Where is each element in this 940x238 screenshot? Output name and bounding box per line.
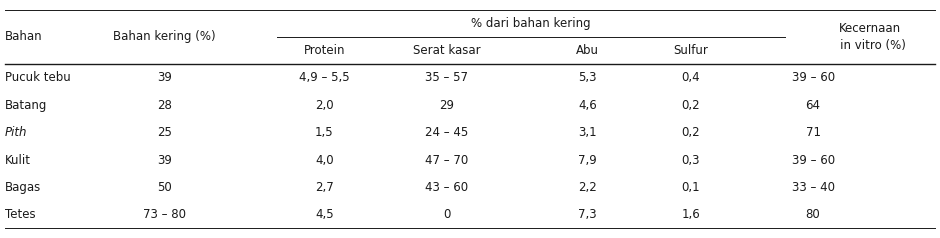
Text: 80: 80 — [806, 208, 821, 221]
Text: Pith: Pith — [5, 126, 27, 139]
Text: 4,9 – 5,5: 4,9 – 5,5 — [299, 71, 350, 84]
Text: 28: 28 — [157, 99, 172, 112]
Text: 0,2: 0,2 — [682, 99, 700, 112]
Text: Tetes: Tetes — [5, 208, 36, 221]
Text: 2,2: 2,2 — [578, 181, 597, 194]
Text: Abu: Abu — [576, 44, 599, 57]
Text: Kecernaan
   in vitro (%): Kecernaan in vitro (%) — [833, 22, 906, 52]
Text: % dari bahan kering: % dari bahan kering — [471, 17, 591, 30]
Text: Bagas: Bagas — [5, 181, 41, 194]
Text: 1,5: 1,5 — [315, 126, 334, 139]
Text: 24 – 45: 24 – 45 — [425, 126, 468, 139]
Text: Batang: Batang — [5, 99, 47, 112]
Text: 29: 29 — [439, 99, 454, 112]
Text: 43 – 60: 43 – 60 — [425, 181, 468, 194]
Text: 73 – 80: 73 – 80 — [143, 208, 186, 221]
Text: 64: 64 — [806, 99, 821, 112]
Text: 25: 25 — [157, 126, 172, 139]
Text: 5,3: 5,3 — [578, 71, 597, 84]
Text: 33 – 40: 33 – 40 — [791, 181, 835, 194]
Text: 7,3: 7,3 — [578, 208, 597, 221]
Text: Kulit: Kulit — [5, 154, 31, 167]
Text: 2,7: 2,7 — [315, 181, 334, 194]
Text: 47 – 70: 47 – 70 — [425, 154, 468, 167]
Text: 1,6: 1,6 — [682, 208, 700, 221]
Text: 35 – 57: 35 – 57 — [425, 71, 468, 84]
Text: 50: 50 — [157, 181, 172, 194]
Text: 7,9: 7,9 — [578, 154, 597, 167]
Text: 0,3: 0,3 — [682, 154, 700, 167]
Text: 71: 71 — [806, 126, 821, 139]
Text: Pucuk tebu: Pucuk tebu — [5, 71, 70, 84]
Text: Protein: Protein — [304, 44, 345, 57]
Text: 39: 39 — [157, 154, 172, 167]
Text: Bahan: Bahan — [5, 30, 42, 43]
Text: 0,1: 0,1 — [682, 181, 700, 194]
Text: 39: 39 — [157, 71, 172, 84]
Text: 4,5: 4,5 — [315, 208, 334, 221]
Text: 39 – 60: 39 – 60 — [791, 71, 835, 84]
Text: 3,1: 3,1 — [578, 126, 597, 139]
Text: 0,4: 0,4 — [682, 71, 700, 84]
Text: 2,0: 2,0 — [315, 99, 334, 112]
Text: 0,2: 0,2 — [682, 126, 700, 139]
Text: Bahan kering (%): Bahan kering (%) — [113, 30, 216, 43]
Text: Sulfur: Sulfur — [673, 44, 709, 57]
Text: 4,0: 4,0 — [315, 154, 334, 167]
Text: 4,6: 4,6 — [578, 99, 597, 112]
Text: Serat kasar: Serat kasar — [413, 44, 480, 57]
Text: 39 – 60: 39 – 60 — [791, 154, 835, 167]
Text: 0: 0 — [443, 208, 450, 221]
